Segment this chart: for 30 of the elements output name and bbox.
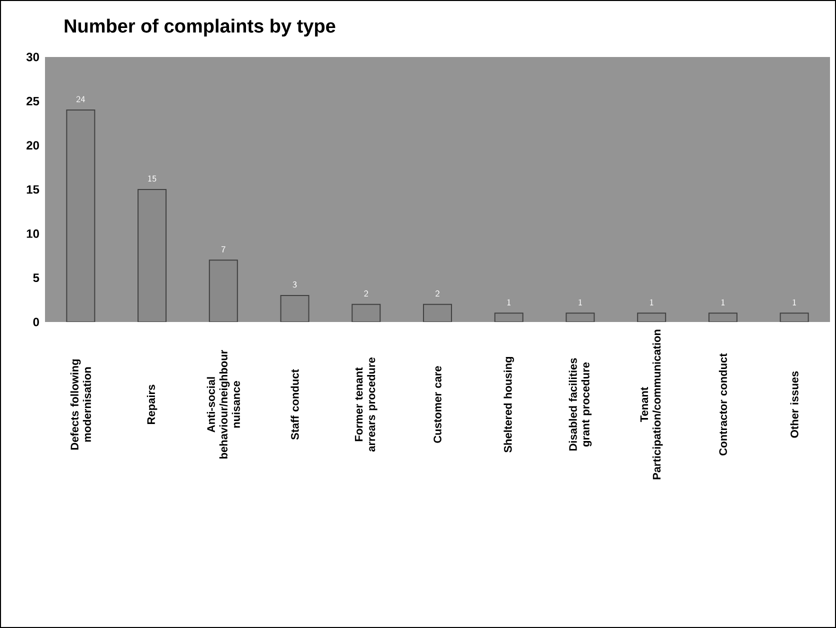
x-tick-label: Disabled facilities grant procedure	[568, 358, 592, 451]
y-tick-label: 10	[26, 229, 39, 238]
data-label: 1	[578, 299, 582, 306]
data-label: 1	[650, 299, 654, 306]
x-tick-label: Sheltered housing	[504, 356, 514, 452]
data-label: 7	[221, 246, 226, 252]
data-label: 1	[721, 299, 725, 306]
x-tick-label: Contractor conduct	[718, 353, 727, 456]
data-label: 1	[507, 299, 510, 306]
y-tick-label: 15	[26, 185, 40, 194]
x-tick-label: Customer care	[434, 366, 442, 443]
y-tick-label: 20	[26, 141, 39, 150]
data-label: 2	[436, 290, 440, 296]
x-tick-label: Anti-social behaviour/neighbour nuisance	[206, 350, 240, 458]
chart-title: Number of complaints by type	[64, 18, 336, 36]
y-tick-label: 5	[33, 274, 40, 282]
data-label: 24	[76, 96, 86, 102]
x-tick-label: Other issues	[790, 371, 798, 438]
x-tick-label: Staff conduct	[290, 369, 299, 440]
x-tick-label: Former tenant arrears procedure	[354, 358, 378, 452]
data-label: 2	[364, 290, 368, 296]
y-tick-label: 25	[26, 96, 40, 106]
y-tick-label: 0	[33, 318, 39, 326]
y-tick-label: 30	[26, 52, 39, 62]
x-tick-label: Tenant Participation/communication	[640, 330, 663, 480]
x-tick-label: Defects following modernisation	[70, 359, 91, 450]
x-tick-label: Repairs	[146, 384, 158, 424]
data-label: 3	[292, 281, 297, 288]
data-label: 1	[792, 299, 796, 306]
data-label: 15	[148, 175, 156, 182]
